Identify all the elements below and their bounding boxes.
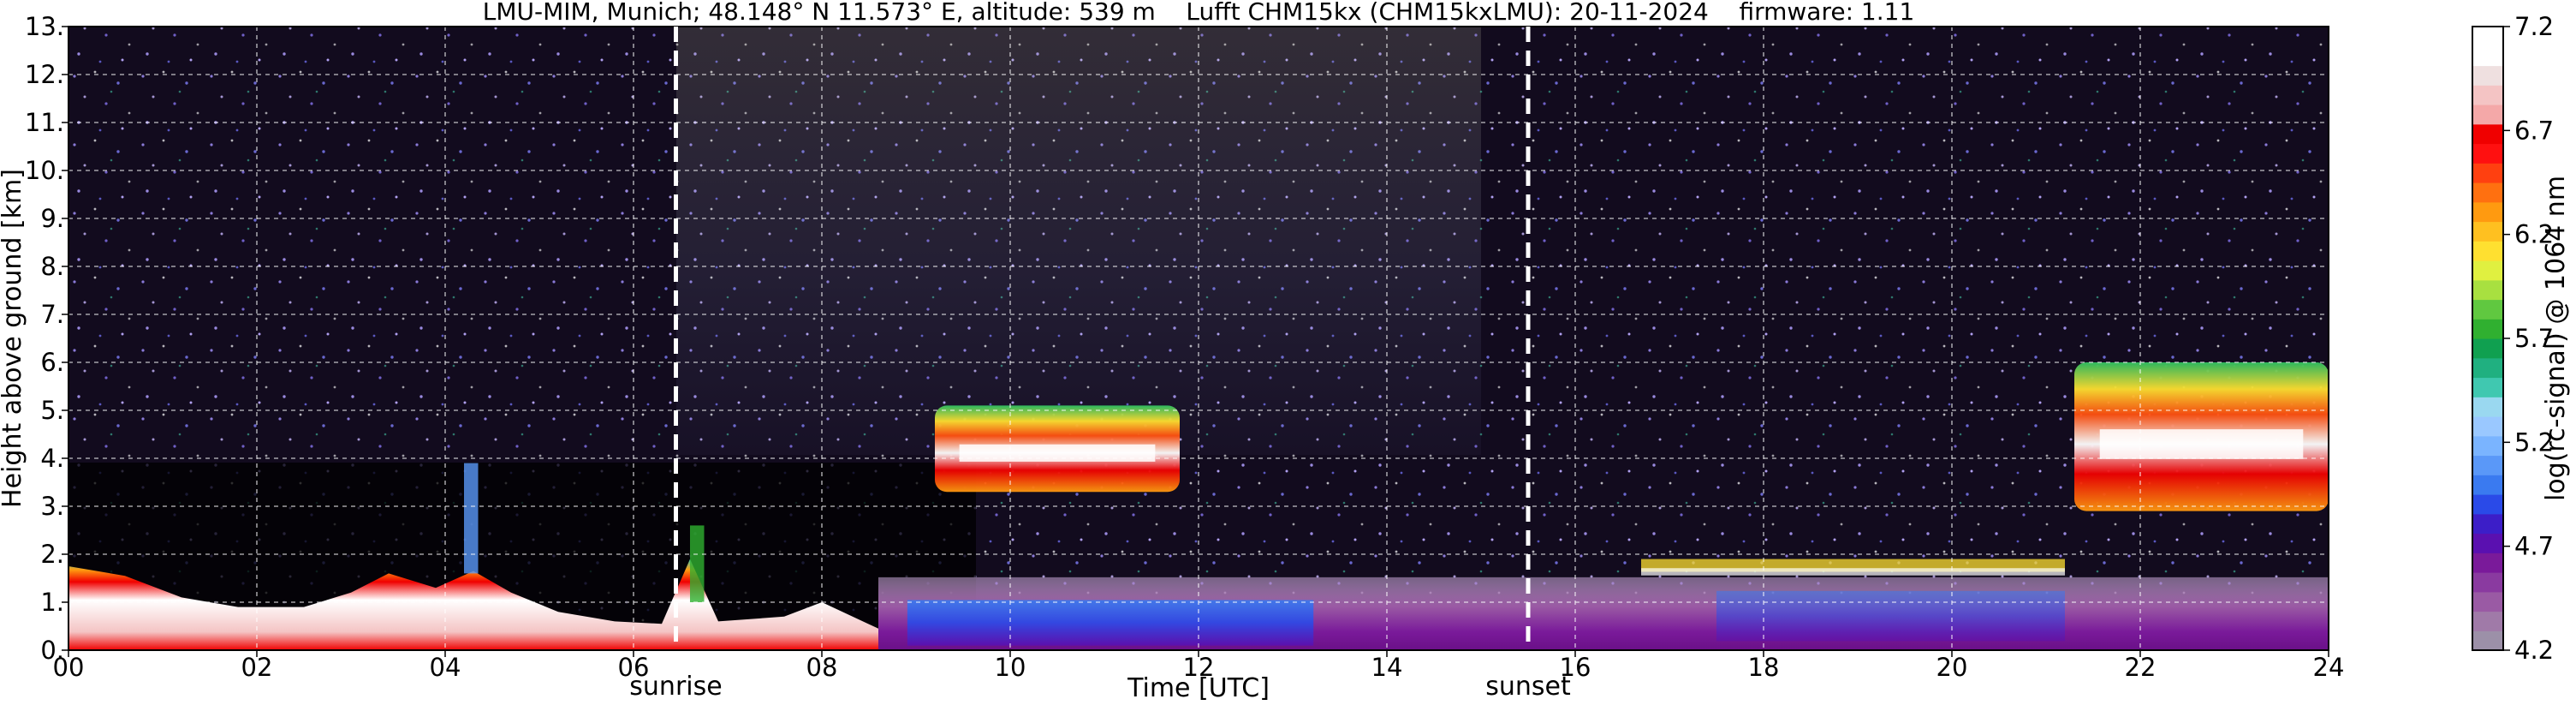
plot-area [68, 27, 2329, 650]
colorbar-segment [2472, 435, 2503, 457]
marker-label-sunset: sunset [1485, 672, 1571, 702]
colorbar-segment [2472, 241, 2503, 261]
colorbar-tick-label: 6.2 [2514, 220, 2554, 249]
y-tick-label: 12. [25, 60, 64, 89]
colorbar-segment [2472, 630, 2503, 651]
colorbar-segment [2472, 85, 2503, 105]
x-tick-label: 06 [618, 653, 650, 682]
y-tick-label: 2. [40, 540, 64, 569]
colorbar-segment [2472, 45, 2503, 67]
plume [464, 463, 479, 574]
colorbar-segment [2472, 260, 2503, 281]
colorbar-segment [2472, 338, 2503, 359]
heatmap-features [68, 362, 2329, 650]
colorbar-segment [2472, 299, 2503, 320]
plume [690, 525, 705, 602]
y-tick-label: 10. [25, 156, 64, 185]
colorbar-segment [2472, 572, 2503, 593]
x-tick-label: 24 [2313, 653, 2345, 682]
x-axis-ticks: 00 02 04 06 08 10 12 14 16 18 20 22 24 [53, 650, 2345, 682]
x-tick-label: 02 [241, 653, 273, 682]
x-axis-label: Time [UTC] [1127, 673, 1270, 703]
y-tick-label: 11. [25, 108, 64, 137]
aerosol-core [907, 600, 1314, 646]
colorbar-tick-label: 4.7 [2514, 532, 2554, 561]
colorbar-segment [2472, 182, 2503, 203]
x-tick-label: 22 [2125, 653, 2157, 682]
x-tick-label: 08 [806, 653, 838, 682]
colorbar-segment [2472, 65, 2503, 86]
colorbar-tick-label: 7.2 [2514, 12, 2554, 41]
colorbar-segment [2472, 611, 2503, 631]
colorbar-segment [2472, 221, 2503, 242]
colorbar-segment [2472, 455, 2503, 475]
colorbar [2472, 27, 2503, 651]
colorbar-segment [2472, 533, 2503, 553]
colorbar-segment [2472, 357, 2503, 379]
colorbar-segment [2472, 377, 2503, 397]
colorbar-label: log(rc-signal) @ 1064 nm [2541, 176, 2571, 501]
grid-lines [68, 27, 2329, 650]
x-tick-label: 20 [1936, 653, 1968, 682]
y-tick-label: 8. [40, 252, 64, 281]
colorbar-segment [2472, 319, 2503, 339]
x-tick-label: 10 [995, 653, 1026, 682]
y-tick-label: 4. [40, 444, 64, 473]
colorbar-tick-label: 6.7 [2514, 116, 2554, 145]
y-axis-ticks: 0. 1. 2. 3. 4. 5. 6. 7. 8. 9. 10. 11. 12. 13. [25, 12, 68, 665]
colorbar-tick-label: 5.7 [2514, 324, 2554, 353]
colorbar-segment [2472, 279, 2503, 301]
colorbar-segment [2472, 143, 2503, 164]
y-tick-label: 1. [40, 588, 64, 617]
colorbar-segment [2472, 397, 2503, 417]
marker-label-sunrise: sunrise [629, 672, 722, 702]
x-tick-label: 04 [430, 653, 461, 682]
colorbar-segment [2472, 553, 2503, 573]
colorbar-segment [2472, 105, 2503, 125]
x-tick-label: 18 [1748, 653, 1780, 682]
aerosol-core [1716, 590, 2065, 642]
x-tick-label: 14 [1371, 653, 1403, 682]
y-tick-label: 0. [40, 636, 64, 665]
colorbar-ticks: 4.2 4.7 5.2 5.7 6.2 6.7 7.2 [2503, 12, 2554, 665]
colorbar-segment [2472, 416, 2503, 437]
aerosol-top [1641, 568, 2065, 576]
y-tick-label: 7. [40, 300, 64, 329]
y-tick-label: 13. [25, 12, 64, 41]
colorbar-segment [2472, 201, 2503, 223]
colorbar-tick-label: 4.2 [2514, 636, 2554, 665]
y-tick-label: 9. [40, 204, 64, 233]
colorbar-segment [2472, 27, 2503, 47]
colorbar-segment [2472, 123, 2503, 145]
y-axis-label: Height above ground [km] [0, 169, 27, 508]
x-tick-label: 00 [53, 653, 85, 682]
x-tick-label: 12 [1183, 653, 1215, 682]
colorbar-segment [2472, 494, 2503, 515]
chart-title: LMU-MIM, Munich; 48.148° N 11.573° E, al… [483, 0, 1915, 26]
colorbar-segment [2472, 475, 2503, 495]
colorbar-tick-label: 5.2 [2514, 427, 2554, 457]
cloud-core [2099, 429, 2304, 459]
colorbar-segment [2472, 163, 2503, 183]
y-tick-label: 6. [40, 348, 64, 377]
y-tick-label: 5. [40, 396, 64, 425]
y-tick-label: 3. [40, 492, 64, 521]
time-markers: sunrise sunset [629, 27, 1571, 702]
cloud-core [959, 444, 1156, 462]
x-tick-label: 16 [1560, 653, 1591, 682]
colorbar-segment [2472, 591, 2503, 612]
colorbar-segment [2472, 513, 2503, 535]
